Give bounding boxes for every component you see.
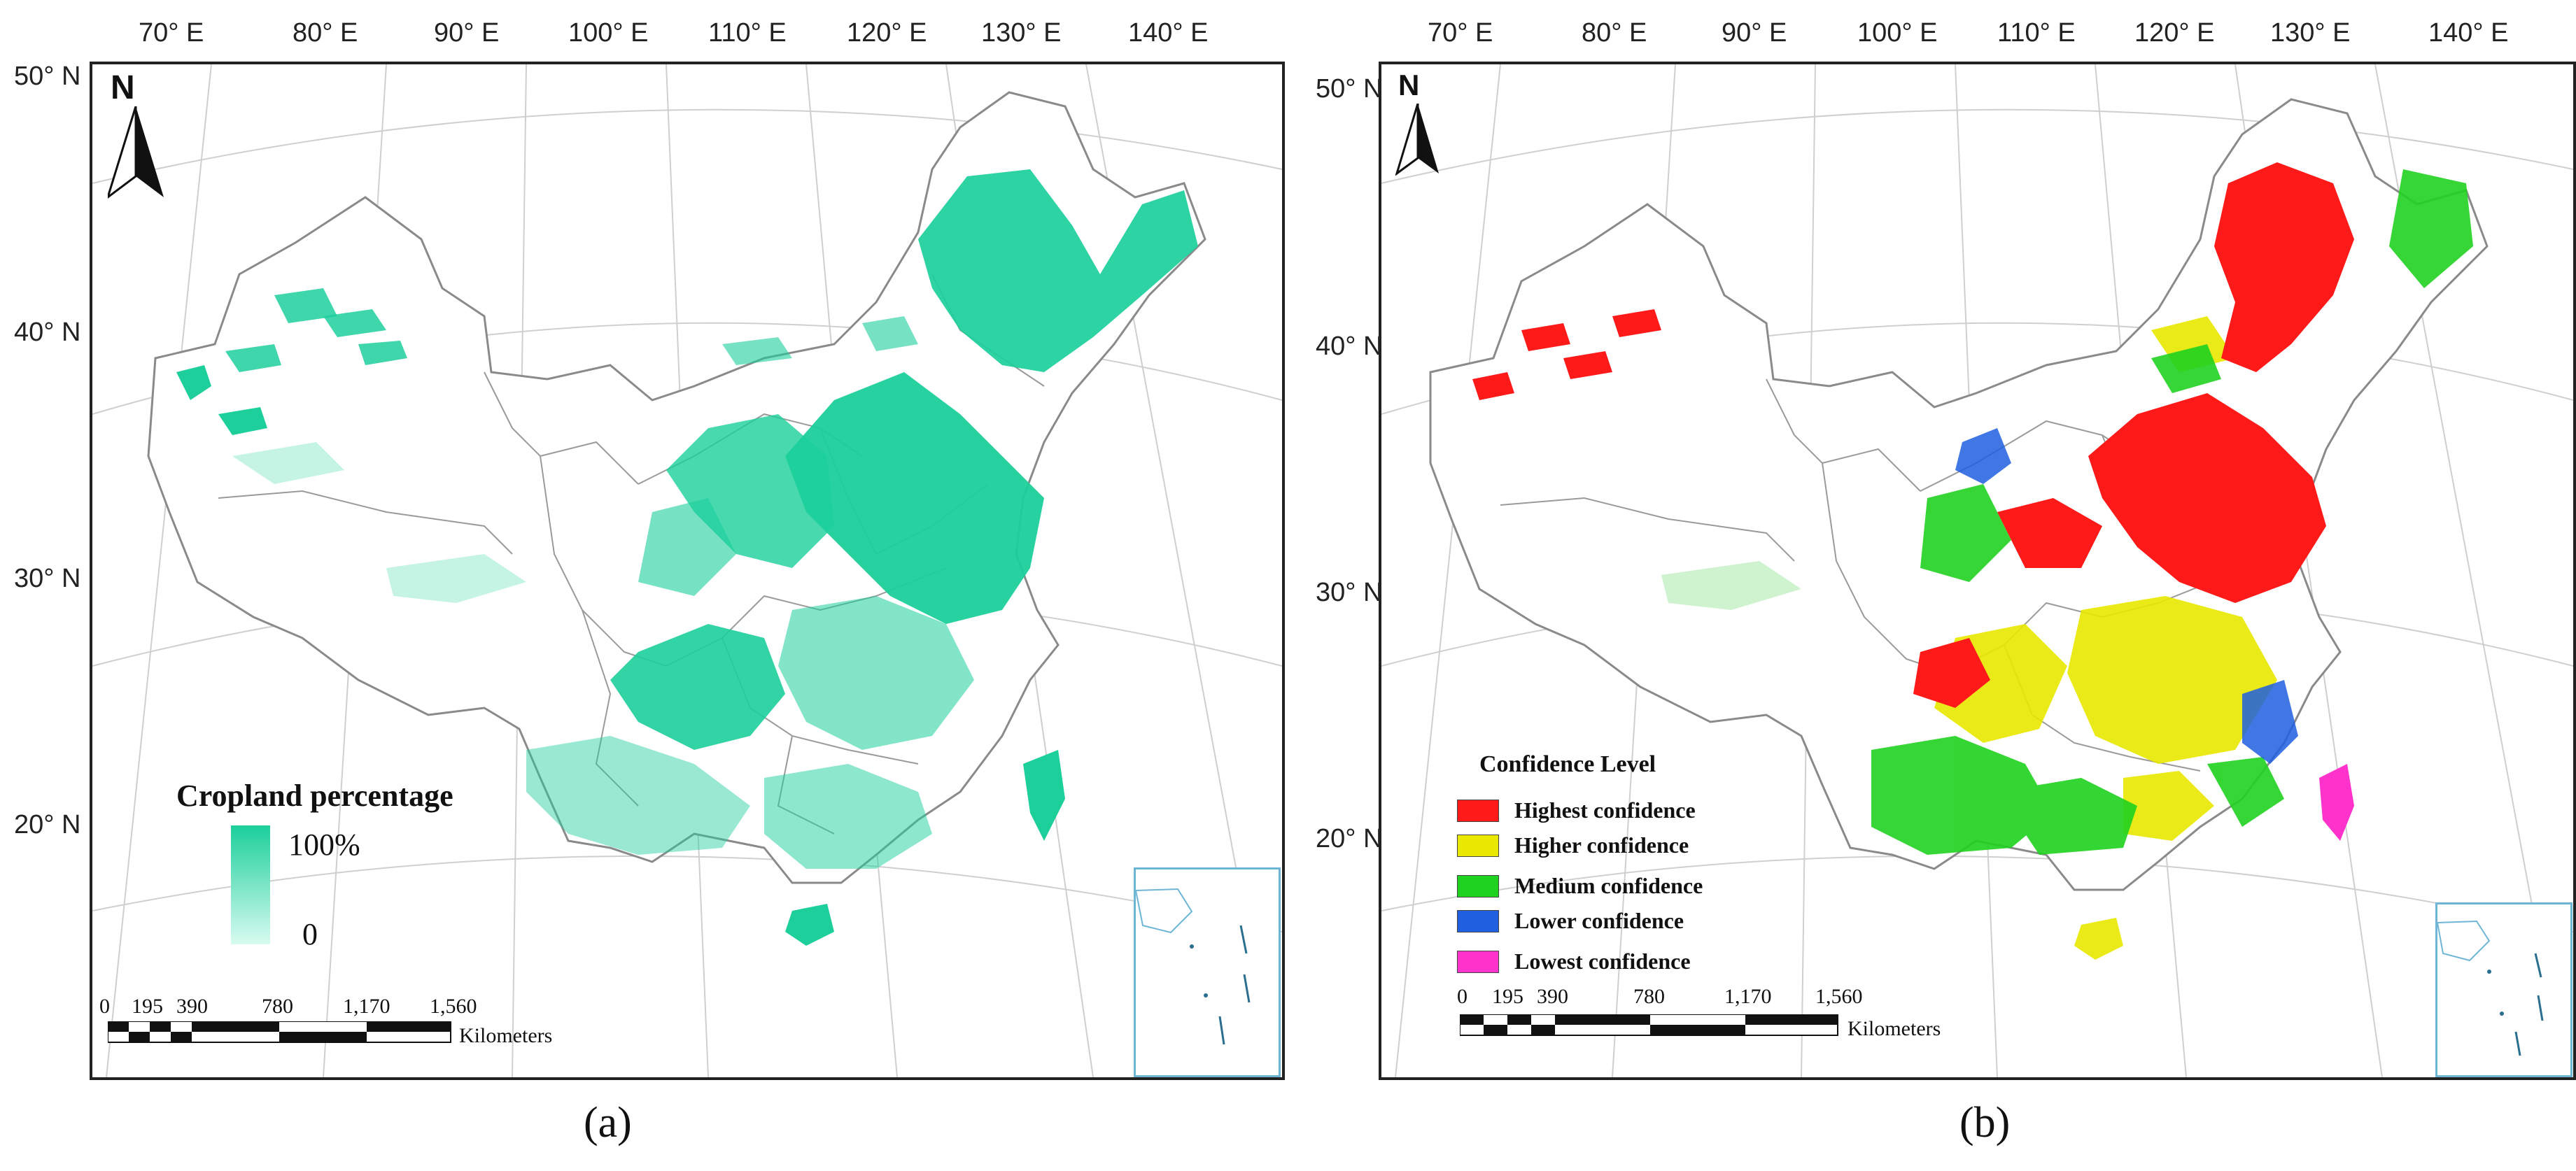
- lowest-confidence-areas: [2319, 764, 2354, 841]
- caption-a: (a): [584, 1099, 632, 1147]
- south-china-sea-inset: [1134, 867, 1281, 1077]
- panel-b: 70° E 80° E 90° E 100° E 110° E 120° E 1…: [1316, 0, 2576, 1171]
- legend-item-highest: Highest confidence: [1457, 797, 1696, 823]
- lat-label: 20° N: [14, 810, 81, 839]
- sparse-areas: [1661, 561, 1801, 610]
- legend-gradient: [231, 825, 270, 944]
- map-frame-b: N Confidence Level Highest confidence Hi…: [1379, 62, 2576, 1080]
- swatch-lowest: [1457, 950, 1499, 973]
- lat-label: 30° N: [14, 564, 81, 593]
- lon-label: 80° E: [1582, 18, 1647, 48]
- lon-label: 130° E: [2270, 18, 2351, 48]
- swatch-medium: [1457, 874, 1499, 897]
- lon-label: 90° E: [434, 18, 500, 48]
- legend-label: Medium confidence: [1514, 873, 1703, 898]
- scale-bar: [108, 1021, 451, 1043]
- swatch-highest: [1457, 799, 1499, 822]
- scale-tick: 0: [1457, 985, 1468, 1008]
- scale-unit: Kilometers: [459, 1024, 553, 1047]
- scale-tick: 1,560: [1815, 985, 1863, 1008]
- lon-label: 100° E: [1857, 18, 1938, 48]
- lon-label: 110° E: [1997, 18, 2076, 48]
- panel-a: 70° E 80° E 90° E 100° E 110° E 120° E 1…: [14, 18, 1285, 1147]
- swatch-higher: [1457, 834, 1499, 857]
- scale-tick: 780: [1633, 985, 1665, 1008]
- lon-label: 100° E: [568, 18, 649, 48]
- north-label: N: [111, 69, 135, 106]
- scale-tick: 1,170: [1724, 985, 1772, 1008]
- north-arrow-icon: [1395, 104, 1439, 176]
- lon-label: 70° E: [139, 18, 204, 48]
- scale-tick: 780: [262, 995, 293, 1018]
- legend-title: Cropland percentage: [176, 779, 453, 813]
- cropland-sparse: [232, 442, 526, 603]
- north-label: N: [1398, 69, 1420, 101]
- lon-label: 130° E: [981, 18, 1062, 48]
- north-arrow-icon: [108, 106, 164, 199]
- scale-unit: Kilometers: [1847, 1017, 1941, 1040]
- lon-label: 120° E: [847, 18, 927, 48]
- lon-label: 110° E: [708, 18, 787, 48]
- highest-confidence-areas: [1472, 162, 2354, 708]
- lon-label: 70° E: [1428, 18, 1493, 48]
- map-frame-a: N Cropland percentage 100% 0 0 195 390 7…: [90, 62, 1285, 1080]
- south-china-sea-inset: [2435, 902, 2573, 1077]
- legend-item-higher: Higher confidence: [1457, 832, 1689, 858]
- legend-item-medium: Medium confidence: [1457, 873, 1703, 899]
- legend-label: Higher confidence: [1514, 832, 1689, 858]
- lat-label: 30° N: [1316, 578, 1383, 607]
- cropland-patches: [176, 169, 1198, 946]
- lon-label: 140° E: [2428, 18, 2509, 48]
- scale-tick: 1,560: [430, 995, 477, 1018]
- lon-label: 120° E: [2134, 18, 2215, 48]
- lat-label: 20° N: [1316, 824, 1383, 853]
- lat-label: 50° N: [1316, 74, 1383, 104]
- scale-tick: 195: [132, 995, 163, 1018]
- lower-confidence-areas: [1955, 428, 2298, 764]
- caption-b: (b): [1959, 1099, 2011, 1147]
- legend-item-lower: Lower confidence: [1457, 908, 1684, 934]
- scale-tick: 390: [1537, 985, 1568, 1008]
- cropland-map: [92, 64, 1282, 1077]
- lat-label: 40° N: [14, 318, 81, 347]
- lon-label: 140° E: [1128, 18, 1209, 48]
- legend-label: Highest confidence: [1514, 797, 1696, 823]
- lon-label: 80° E: [293, 18, 358, 48]
- legend-title: Confidence Level: [1479, 751, 1656, 777]
- lat-label: 50° N: [14, 62, 81, 91]
- medium-confidence-areas: [1871, 169, 2473, 855]
- legend-max-label: 100%: [288, 828, 360, 862]
- scale-tick: 390: [176, 995, 208, 1018]
- legend-label: Lowest confidence: [1514, 949, 1691, 974]
- lon-label: 90° E: [1722, 18, 1787, 48]
- scale-tick: 1,170: [343, 995, 390, 1018]
- legend-min-label: 0: [302, 917, 318, 951]
- lat-label: 40° N: [1316, 332, 1383, 361]
- swatch-lower: [1457, 909, 1499, 932]
- scale-bar: [1460, 1014, 1838, 1036]
- confidence-map: [1381, 64, 2573, 1077]
- legend-item-lowest: Lowest confidence: [1457, 949, 1691, 974]
- scale-tick: 195: [1492, 985, 1523, 1008]
- scale-tick: 0: [99, 995, 110, 1018]
- legend-label: Lower confidence: [1514, 908, 1684, 933]
